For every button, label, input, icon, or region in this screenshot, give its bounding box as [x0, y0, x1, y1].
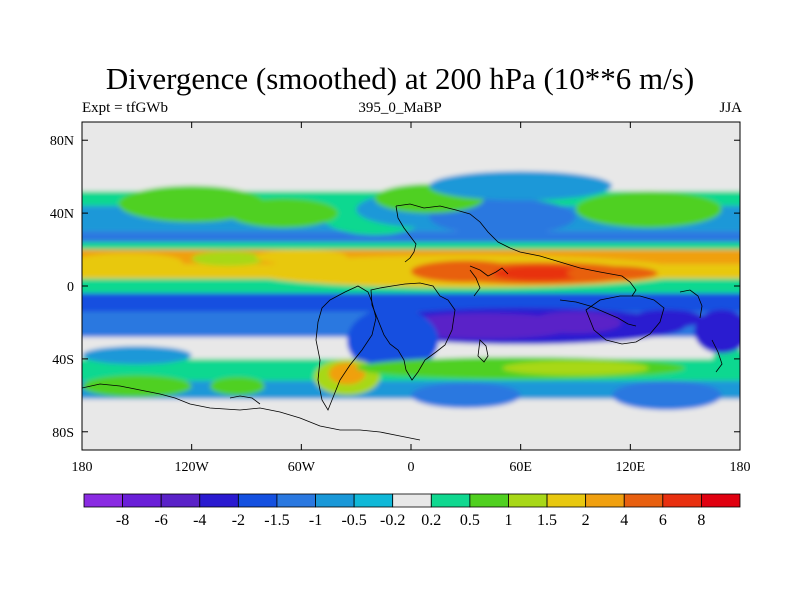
- colorbar-box: [83, 493, 123, 508]
- x-tick-label: 60E: [509, 460, 532, 475]
- page-title: Divergence (smoothed) at 200 hPa (10**6 …: [105, 61, 695, 96]
- contour-field: [82, 122, 740, 450]
- y-axis: 80N 40N 0 40S 80S: [50, 134, 740, 441]
- field-band-8: [82, 293, 740, 312]
- y-tick-label: 40N: [50, 207, 74, 222]
- colorbar-label: 1: [504, 512, 512, 529]
- colorbar-label: -4: [193, 512, 206, 529]
- field-cell-24: [502, 360, 649, 376]
- field-cell-6: [191, 251, 265, 266]
- coastline-south-america: [315, 285, 377, 411]
- coastline-eurasia: [395, 203, 637, 297]
- field-cell-30: [82, 346, 192, 365]
- field-cell-22: [328, 362, 366, 385]
- colorbar-box: [353, 493, 394, 508]
- season-label: JJA: [719, 100, 742, 116]
- field-cell-14: [228, 198, 338, 228]
- colorbar-box: [585, 493, 625, 508]
- field-cell-26: [209, 377, 265, 396]
- colorbar-label: -1.5: [264, 512, 289, 529]
- coastline-australia: [585, 295, 665, 345]
- colorbar-box: [662, 493, 702, 508]
- y-tick-label: 80N: [50, 134, 74, 149]
- colorbar-labels: -8 -6 -4 -2 -1.5 -1 -0.5 -0.2 0.2 0.5 1 1.5 2 4 6 8: [116, 512, 705, 529]
- colorbar-box: [508, 493, 548, 508]
- colorbar-box: [623, 493, 664, 508]
- field-band-0: [82, 122, 740, 192]
- colorbar-label: 1.5: [537, 512, 557, 529]
- coastline-africa: [370, 282, 456, 381]
- field-band-13: [82, 398, 740, 450]
- coastline-antarctica: [82, 383, 421, 441]
- field-cell-27: [411, 382, 521, 409]
- field-cell-17: [392, 313, 576, 339]
- colorbar-box: [199, 493, 239, 508]
- y-tick-label: 80S: [52, 426, 74, 441]
- coastline-overlay: [82, 203, 723, 441]
- field-cell-25: [82, 375, 192, 398]
- colorbar-label: 6: [659, 512, 667, 529]
- x-tick-label: 180: [730, 460, 751, 475]
- colorbar-label: 0.2: [421, 512, 441, 529]
- colorbar-label: 0.5: [460, 512, 480, 529]
- x-tick-label: 120W: [175, 460, 210, 475]
- colorbar-box: [276, 493, 316, 508]
- field-cell-3: [493, 265, 585, 281]
- colorbar-label: -6: [155, 512, 168, 529]
- run-label: 395_0_MaBP: [358, 100, 442, 116]
- colorbar-box: [392, 493, 432, 508]
- coastline-madagascar: [477, 339, 489, 363]
- colorbar-box: [546, 493, 587, 508]
- colorbar-label: -0.5: [341, 512, 366, 529]
- field-cell-29: [712, 347, 740, 370]
- field-cell-12: [429, 171, 613, 201]
- colorbar-box: [160, 493, 201, 508]
- x-tick-label: 180: [72, 460, 93, 475]
- field-cell-2: [411, 260, 521, 283]
- x-tick-label: 120E: [616, 460, 646, 475]
- colorbar-label: 2: [582, 512, 590, 529]
- y-tick-label: 0: [67, 280, 74, 295]
- colorbar-box: [237, 493, 278, 508]
- colorbar-box: [430, 493, 471, 508]
- field-cell-5: [82, 253, 183, 272]
- colorbar-box: [122, 493, 162, 508]
- field-cell-18: [529, 311, 622, 334]
- field-cell-31: [694, 309, 740, 354]
- colorbar-label: -2: [232, 512, 245, 529]
- colorbar-label: 8: [697, 512, 705, 529]
- coastline-asia-south: [469, 265, 509, 277]
- x-tick-label: 0: [408, 460, 415, 475]
- colorbar-box: [469, 493, 509, 508]
- field-cell-15: [575, 191, 722, 228]
- x-tick-label: 60W: [288, 460, 316, 475]
- coastline-arabia: [469, 269, 481, 297]
- y-tick-label: 40S: [52, 353, 74, 368]
- colorbar-label: 4: [620, 512, 628, 529]
- coastline-indonesia: [559, 299, 637, 327]
- x-axis: 180 120W 60W 0 60E 120E 180: [72, 122, 751, 475]
- field-cell-7: [255, 249, 348, 265]
- colorbar-box: [701, 493, 741, 508]
- field-cell-28: [612, 380, 722, 410]
- colorbar-box: [315, 493, 355, 508]
- field-cell-20: [347, 307, 439, 374]
- coastline-pacific-islands: [679, 289, 703, 319]
- field-band-4: [82, 242, 740, 250]
- coastline-new-zealand: [711, 339, 723, 373]
- coastline-eurasia-north: [395, 205, 417, 263]
- experiment-label: Expt = tfGWb: [82, 100, 168, 116]
- colorbar-boxes: [83, 493, 741, 508]
- colorbar-label: -8: [116, 512, 129, 529]
- colorbar-label: -0.2: [380, 512, 405, 529]
- colorbar-label: -1: [309, 512, 322, 529]
- field-cell-19: [630, 309, 704, 328]
- coastline-antarctic-peninsula: [229, 395, 261, 405]
